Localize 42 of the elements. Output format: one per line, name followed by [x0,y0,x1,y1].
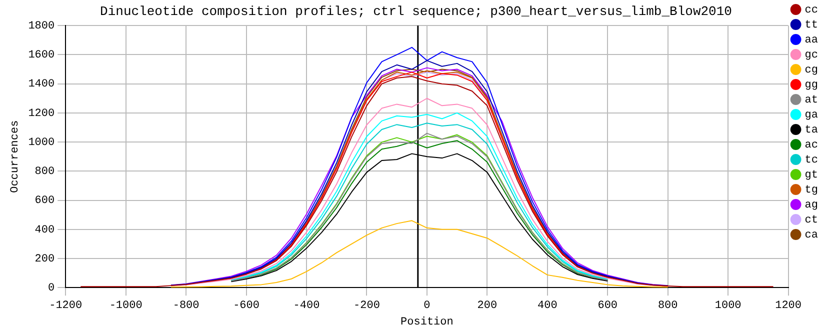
x-tick-label: -400 [293,300,320,312]
legend-label: aa [804,34,818,46]
legend-label: ga [804,109,818,122]
legend-label: ca [804,229,818,242]
y-tick-label: 1800 [28,20,55,33]
legend-label: tg [804,184,818,196]
y-tick-label: 200 [34,253,55,266]
x-tick-label: 600 [598,300,618,312]
y-tick-label: 1200 [28,108,55,120]
y-axis-title: Occurrences [10,120,22,193]
legend-label: gt [804,169,818,182]
legend-label: tc [804,154,818,166]
legend-label: at [804,94,818,106]
legend-label: cg [804,64,818,76]
y-tick-label: 800 [34,166,55,178]
y-tick-label: 1400 [28,78,55,91]
x-tick-label: -1000 [109,300,142,312]
y-tick-label: 600 [34,195,55,208]
x-tick-label: 200 [477,300,498,312]
y-tick-label: 400 [34,224,55,236]
legend-label: gc [804,49,818,62]
legend-label: gg [804,79,818,92]
legend-label: ag [804,199,818,212]
legend-label: ct [804,214,818,226]
y-tick-label: 1000 [28,136,55,149]
x-tick-label: 400 [537,300,558,312]
x-tick-label: 1000 [714,300,742,312]
x-tick-label: 800 [658,300,678,312]
y-tick-label: 0 [48,282,55,295]
x-tick-label: -800 [172,300,200,312]
x-tick-label: 0 [424,300,430,312]
chart-title: Dinucleotide composition profiles; ctrl sequence; p300_heart_versus_limb_Blow2010 [100,4,732,20]
x-axis-title: Position [400,316,454,328]
x-tick-label: -200 [354,300,380,312]
x-tick-label: -600 [233,300,260,312]
x-tick-label: -1200 [49,300,82,312]
x-tick-label: 1200 [775,300,802,312]
y-tick-label: 1600 [28,50,55,62]
legend-label: ac [804,139,818,152]
legend-label: ta [804,124,818,136]
legend-label: cc [804,4,818,16]
legend-label: tt [804,19,818,32]
